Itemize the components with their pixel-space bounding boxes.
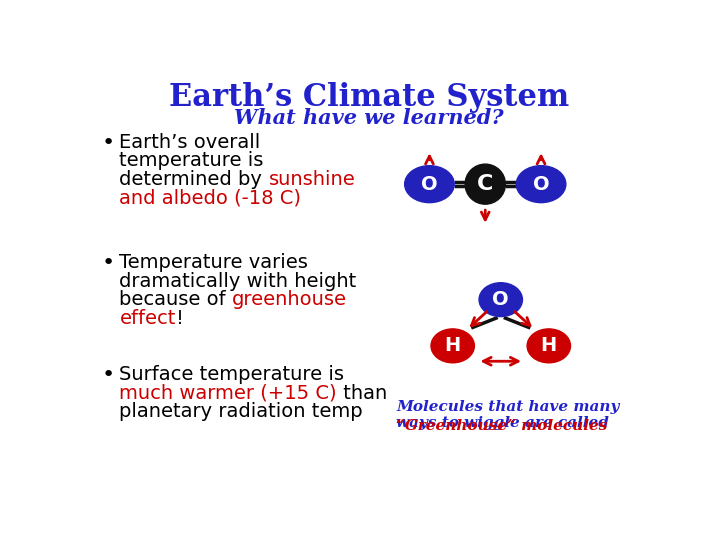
Text: than: than bbox=[337, 383, 387, 403]
Text: O: O bbox=[533, 174, 549, 194]
Text: much warmer (+15 C): much warmer (+15 C) bbox=[120, 383, 337, 403]
Text: Earth’s overall: Earth’s overall bbox=[120, 132, 261, 152]
Text: Molecules that have many
ways to wiggle are called: Molecules that have many ways to wiggle … bbox=[396, 400, 619, 430]
Text: H: H bbox=[541, 336, 557, 355]
Text: and albedo (-18 C): and albedo (-18 C) bbox=[120, 188, 302, 207]
Ellipse shape bbox=[405, 166, 454, 202]
Text: O: O bbox=[492, 290, 509, 309]
Text: temperature is: temperature is bbox=[120, 151, 264, 170]
Text: greenhouse: greenhouse bbox=[233, 291, 347, 309]
Ellipse shape bbox=[465, 164, 505, 204]
Text: !: ! bbox=[176, 309, 184, 328]
Ellipse shape bbox=[431, 329, 474, 363]
Text: H: H bbox=[444, 336, 461, 355]
Text: Temperature varies: Temperature varies bbox=[120, 253, 308, 273]
Text: Surface temperature is: Surface temperature is bbox=[120, 365, 344, 384]
Ellipse shape bbox=[527, 329, 570, 363]
Text: What have we learned?: What have we learned? bbox=[234, 108, 504, 128]
Text: because of: because of bbox=[120, 291, 233, 309]
Text: •: • bbox=[102, 132, 115, 153]
Text: •: • bbox=[102, 253, 115, 273]
Text: determined by: determined by bbox=[120, 170, 269, 188]
Text: Earth’s Climate System: Earth’s Climate System bbox=[169, 82, 569, 113]
Text: “Greenhouse” molecules: “Greenhouse” molecules bbox=[396, 419, 608, 433]
Text: dramatically with height: dramatically with height bbox=[120, 272, 356, 291]
Text: effect: effect bbox=[120, 309, 176, 328]
Text: •: • bbox=[102, 365, 115, 385]
Ellipse shape bbox=[479, 283, 523, 316]
Text: C: C bbox=[477, 174, 493, 194]
Text: sunshine: sunshine bbox=[269, 170, 356, 188]
Ellipse shape bbox=[516, 166, 566, 202]
Text: planetary radiation temp: planetary radiation temp bbox=[120, 402, 363, 421]
Text: O: O bbox=[421, 174, 438, 194]
